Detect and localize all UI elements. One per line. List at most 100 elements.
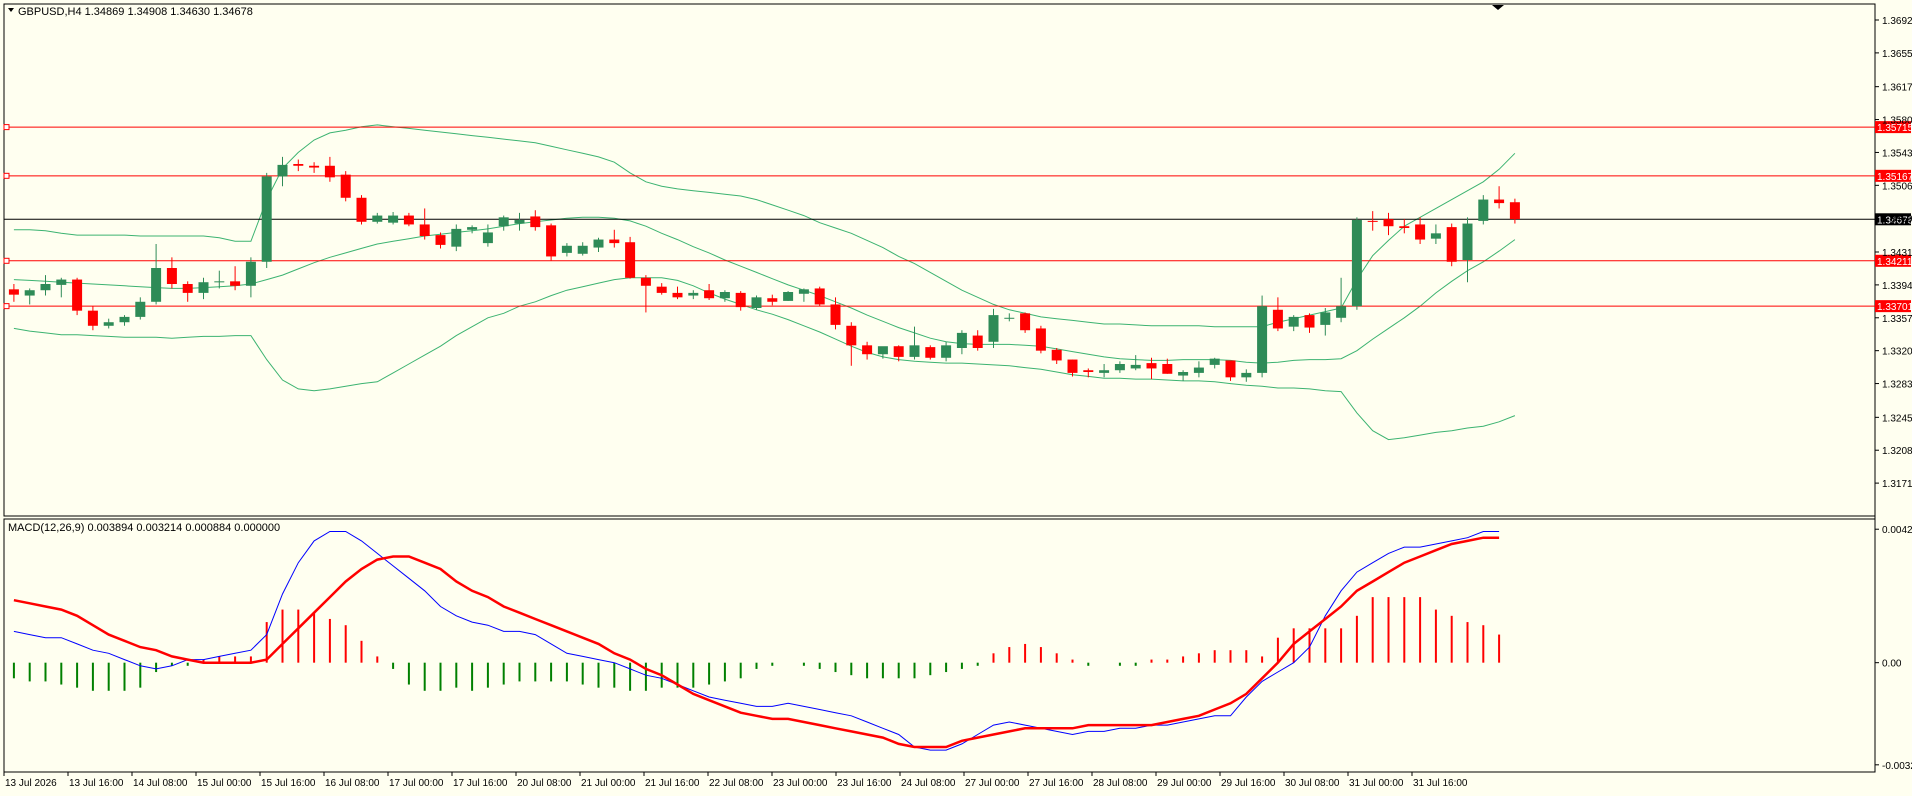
time-tick-label-8: 20 Jul 08:00 [517,778,572,789]
time-tick-label-4: 15 Jul 16:00 [261,778,316,789]
price-tick-label-0: 1.36920 [1882,16,1912,27]
price-tick-label-7: 1.34310 [1882,248,1912,259]
macd-tick-label-0: 0.004273 [1882,525,1912,536]
macd-tick-label-2: -0.00327 [1882,761,1912,772]
chart-shift-marker-icon[interactable] [1492,5,1504,10]
candle-body-11 [182,284,193,293]
candle-body-5 [87,310,98,326]
candle-body-9 [151,268,162,302]
candle-body-50 [798,289,809,294]
price-tick-label-1: 1.36550 [1882,49,1912,60]
candle-body-41 [656,286,667,293]
candle-body-82 [1304,315,1315,328]
candle-body-94 [1494,199,1505,204]
candle-body-46 [735,292,746,308]
candle-body-35 [561,245,572,253]
candle-body-20 [324,165,335,178]
candle-body-55 [877,346,888,355]
hline-anchor-3[interactable] [3,257,10,264]
candle-body-7 [119,316,130,323]
candle-body-32 [514,220,525,224]
candle-body-19 [309,165,320,168]
candle-body-54 [862,345,873,355]
candle-body-26 [419,224,430,236]
macd-main-line [13,531,1500,751]
candle-body-29 [467,227,478,230]
candle-body-74 [1178,372,1189,376]
time-tick-label-7: 17 Jul 16:00 [453,778,508,789]
candle-body-69 [1099,370,1110,373]
candle-body-8 [135,301,146,317]
candle-body-47 [751,297,762,308]
candle-body-84 [1336,306,1347,318]
candle-body-36 [577,245,588,254]
candle-body-93 [1478,199,1489,221]
dropdown-arrow-icon[interactable] [8,8,14,12]
candle-body-57 [909,345,920,357]
candle-body-76 [1209,358,1220,365]
price-tick-label-9: 1.33570 [1882,314,1912,325]
candle-body-49 [783,292,794,301]
time-tick-label-21: 31 Jul 00:00 [1349,778,1404,789]
candle-body-25 [403,215,414,225]
candle-body-66 [1051,349,1062,361]
candle-body-70 [1114,364,1125,371]
candle-body-56 [893,346,904,357]
symbol-info-label: GBPUSD,H4 1.34869 1.34908 1.34630 1.3467… [18,6,253,18]
time-tick-label-13: 23 Jul 16:00 [837,778,892,789]
time-tick-label-17: 28 Jul 08:00 [1093,778,1148,789]
candle-body-52 [830,304,841,325]
hline-price-tag-2 [1875,169,1911,182]
candle-body-91 [1446,227,1457,262]
candle-body-75 [1193,367,1204,373]
hline-price-tag-label-1: 1.35715 [1877,123,1912,134]
candle-body-4 [72,279,83,311]
price-tick-label-12: 1.32450 [1882,413,1912,424]
candle-body-43 [688,292,699,296]
hline-price-tag-label-2: 1.35167 [1877,172,1912,183]
hline-anchor-4[interactable] [3,303,10,310]
candle-body-89 [1415,224,1426,240]
candlesticks [8,156,1520,382]
candle-body-34 [546,225,557,257]
time-tick-label-1: 13 Jul 16:00 [69,778,124,789]
candle-body-30 [482,232,493,244]
candle-body-51 [814,288,825,305]
candle-body-61 [972,335,983,348]
time-tick-label-18: 29 Jul 00:00 [1157,778,1212,789]
candle-body-37 [593,239,604,248]
candle-body-64 [1020,313,1031,331]
price-tick-label-5: 1.35060 [1882,181,1912,192]
hline-anchor-2[interactable] [3,172,10,179]
candle-body-40 [640,277,651,286]
price-axis: 1.35715 1.35167 1.34211 1.33701 1.34678 1.369… [1875,16,1912,772]
time-tick-label-22: 31 Jul 16:00 [1413,778,1468,789]
candle-body-13 [214,281,225,283]
candle-body-79 [1257,306,1268,373]
candle-body-95 [1509,202,1520,220]
candle-body-80 [1272,309,1283,329]
candle-body-72 [1146,363,1157,369]
time-tick-label-5: 16 Jul 08:00 [325,778,380,789]
candle-body-62 [988,315,999,342]
current-price-tag-label: 1.34678 [1877,215,1912,226]
candle-body-3 [56,279,67,285]
horizontal-lines[interactable] [3,124,1875,310]
bollinger-lower-line [13,277,1516,441]
candle-body-81 [1288,316,1299,327]
time-tick-label-9: 21 Jul 00:00 [581,778,636,789]
price-tick-label-8: 1.33940 [1882,281,1912,292]
candle-body-23 [372,215,383,222]
candle-body-65 [1035,328,1046,351]
candle-body-85 [1351,220,1362,307]
hline-price-tag-label-4: 1.33701 [1877,302,1912,313]
time-tick-label-10: 21 Jul 16:00 [645,778,700,789]
hline-anchor-1[interactable] [3,124,10,131]
candle-body-88 [1399,226,1410,228]
candle-body-58 [925,347,936,358]
price-tick-label-11: 1.32830 [1882,380,1912,391]
time-tick-label-3: 15 Jul 00:00 [197,778,252,789]
